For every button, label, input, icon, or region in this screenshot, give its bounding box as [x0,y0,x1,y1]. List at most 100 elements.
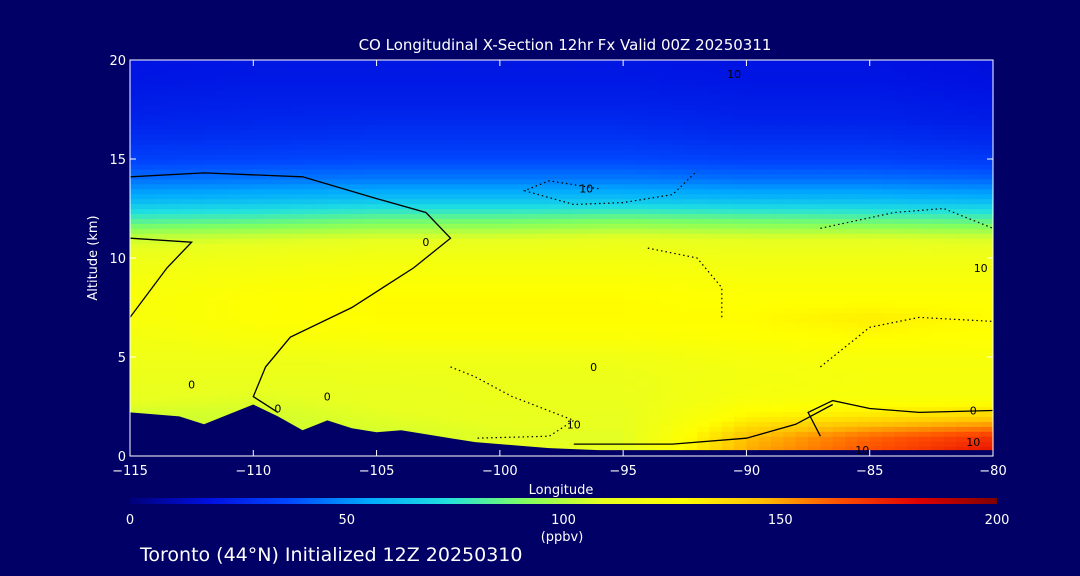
field-cell [413,223,427,229]
field-cell [968,168,982,175]
field-cell [610,253,624,259]
field-cell [734,292,748,299]
field-cell [302,99,316,106]
field-cell [857,213,871,219]
field-cell [216,347,230,353]
field-cell [154,178,168,185]
field-cell [290,332,304,338]
field-cell [166,203,180,210]
field-cell [130,228,143,234]
field-cell [240,277,254,284]
field-cell [882,431,895,437]
field-cell [869,213,883,219]
field-cell [203,287,217,294]
field-cell [882,218,895,224]
field-cell [290,163,304,170]
field-cell [413,337,427,343]
field-cell [771,139,785,145]
field-cell [943,154,957,160]
field-cell [623,327,637,333]
field-cell [512,188,526,195]
field-cell [672,361,686,368]
field-cell [820,109,834,116]
field-cell [734,203,748,210]
field-cell [388,312,402,318]
field-cell [968,381,982,388]
field-cell [524,332,538,338]
field-cell [869,154,883,160]
field-cell [771,361,785,368]
field-cell [536,159,550,165]
field-cell [783,233,797,239]
field-cell [758,253,772,259]
field-cell [154,248,168,254]
field-cell [943,322,957,328]
field-cell [142,183,156,190]
field-cell [795,337,809,343]
field-cell [339,134,353,140]
field-cell [499,203,513,210]
field-cell [746,208,760,215]
field-cell [438,129,452,135]
field-cell [487,386,501,393]
field-cell [314,149,328,155]
field-cell [943,134,957,140]
field-cell [808,203,821,210]
field-cell [721,178,735,185]
field-cell [203,317,217,323]
field-cell [660,193,674,200]
field-cell [376,198,390,205]
field-cell [450,307,464,314]
field-cell [857,332,871,338]
field-cell [549,376,563,383]
field-cell [561,352,575,358]
field-cell [882,262,895,269]
field-cell [512,292,526,299]
field-cell [179,258,193,264]
field-cell [635,431,649,437]
field-cell [919,183,932,190]
field-cell [832,124,846,130]
field-cell [425,272,439,279]
field-cell [734,441,748,447]
field-cell [968,159,982,165]
field-cell [314,361,328,368]
field-cell [191,178,205,185]
field-cell [709,183,723,190]
field-cell [734,272,748,279]
field-cell [573,312,587,318]
field-cell [771,173,785,180]
field-cell [586,396,600,403]
field-cell [142,342,156,348]
field-cell [980,193,993,200]
field-cell [857,312,871,318]
field-cell [512,208,526,215]
field-cell [906,258,920,264]
field-cell [339,154,353,160]
field-cell [894,144,908,150]
field-cell [549,233,563,239]
field-cell [302,188,316,195]
field-cell [561,129,575,135]
field-cell [943,401,957,408]
field-cell [376,154,390,160]
field-cell [832,376,846,383]
field-cell [697,203,711,210]
field-cell [857,406,871,413]
field-cell [438,366,452,373]
field-cell [746,248,760,254]
field-cell [906,421,920,427]
field-cell [290,267,304,274]
field-cell [672,203,686,210]
field-cell [931,129,945,135]
field-cell [228,342,242,348]
field-cell [462,361,476,368]
field-cell [586,213,600,219]
field-cell [956,352,969,358]
field-cell [758,287,772,294]
field-cell [388,109,402,116]
field-cell [154,391,168,398]
field-cell [758,322,772,328]
field-cell [351,287,365,294]
field-cell [894,243,908,249]
